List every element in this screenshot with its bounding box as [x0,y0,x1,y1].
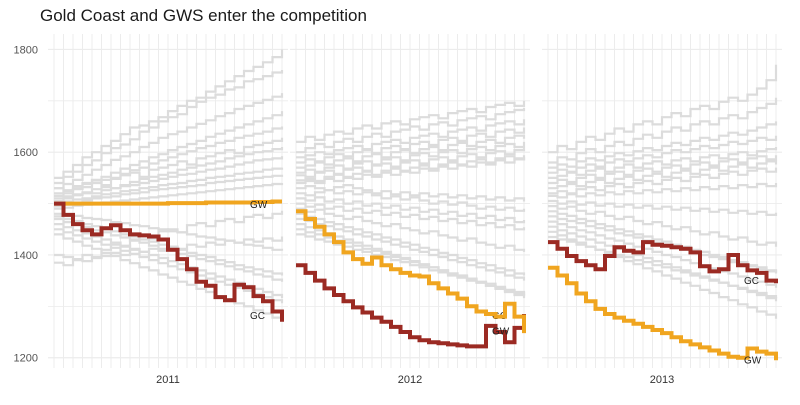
chart-title: Gold Coast and GWS enter the competition [40,6,367,25]
series-line-gc [54,201,284,322]
series-label-gc: GC [250,311,265,322]
series-line-background [548,160,778,190]
series-line-background [548,147,778,179]
series-line-background [296,157,526,185]
series-label-gw: GW [492,326,510,337]
series-line-background [54,228,284,304]
series-line-background [548,205,778,247]
series-line-background [548,121,778,169]
series-line-background [54,174,284,208]
series-line-background [54,49,284,179]
y-tick-label: 1800 [14,44,38,56]
series-line-background [548,235,778,299]
series-line-background [548,64,778,154]
series-line-background [296,141,526,174]
facet-panel-2013: GC GW 2013 [542,34,782,386]
facet-label-2011: 2011 [156,374,180,386]
series-line-background [548,155,778,185]
series-line-background [548,199,778,216]
facet-label-2013: 2013 [650,374,674,386]
facet-panel-2011: GW GC 2011 [48,34,288,386]
series-label-gc: GC [744,276,759,287]
y-tick-label: 1400 [14,250,38,262]
series-line-background [296,108,526,154]
series-line-background [296,100,526,143]
series-line-background [54,156,284,200]
facet-label-2012: 2012 [398,374,422,386]
series-line-background [54,70,284,185]
series-line-background [296,217,526,281]
series-line-background [296,189,526,212]
series-line-background [54,147,284,203]
series-line-gw [296,209,526,334]
series-line-background [548,135,778,174]
series-line-gc [548,240,778,284]
series-label-gw: GW [250,200,268,211]
series-line-gc [296,263,526,349]
series-label-gw: GW [744,355,762,366]
series-line-background [296,196,526,224]
series-line-background [296,202,526,231]
y-tick-label: 1600 [14,147,38,159]
series-line-gw [548,265,778,361]
series-line-background [54,233,284,321]
series-line-background [548,167,778,195]
series-line-background [296,127,526,164]
y-tick-label: 1200 [14,353,38,365]
series-line-background [296,233,526,297]
series-line-background [296,207,526,252]
series-line-background [296,134,526,169]
series-line-background [296,184,526,202]
series-line-background [54,137,284,192]
series-line-background [548,220,778,288]
series-line-background [54,93,284,190]
series-line-background [54,167,284,205]
series-line-background [548,182,778,199]
series-line-gw [54,199,282,206]
series-line-background [548,97,778,164]
series-line-background [296,119,526,159]
series-line-background [296,212,526,276]
